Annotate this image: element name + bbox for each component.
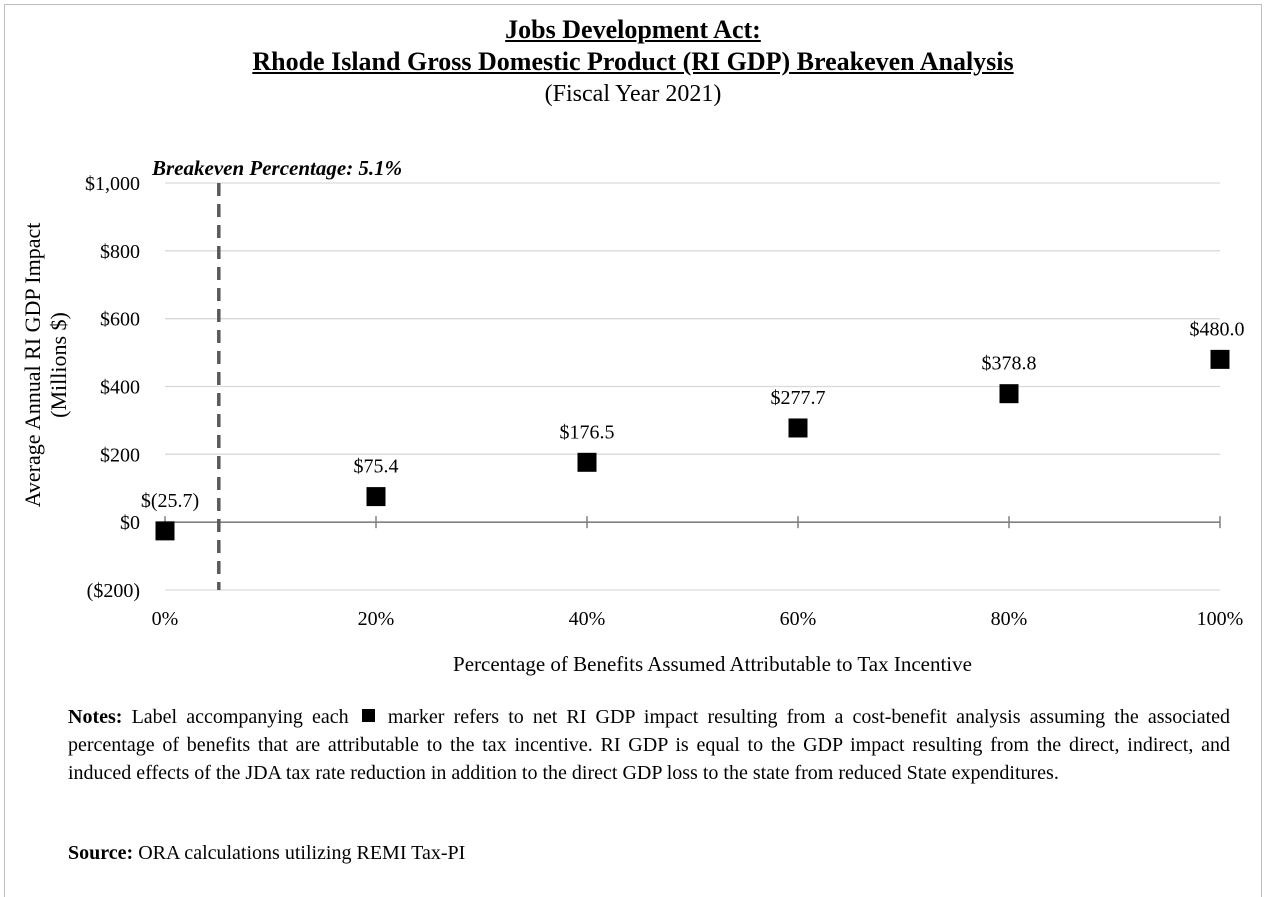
x-axis-title: Percentage of Benefits Assumed Attributa… bbox=[453, 652, 972, 676]
data-marker-0 bbox=[155, 521, 175, 541]
breakeven-label: Breakeven Percentage: 5.1% bbox=[151, 156, 402, 180]
y-tick-label-3: $400 bbox=[100, 377, 140, 399]
source-line: Source: ORA calculations utilizing REMI … bbox=[68, 839, 465, 867]
data-marker-4 bbox=[999, 384, 1019, 404]
data-marker-5 bbox=[1210, 349, 1230, 369]
data-label-3: $277.7 bbox=[771, 387, 826, 409]
figure-frame bbox=[4, 4, 1262, 897]
data-marker-2 bbox=[577, 452, 597, 472]
y-tick-label-1: $0 bbox=[120, 512, 140, 534]
chart-title-line-1: Jobs Development Act: bbox=[505, 15, 761, 44]
breakeven-scatter-chart: ($200) $0 $200 $400 $600 $800 $1,000 0% 20% 40% 60… bbox=[20, 156, 1245, 676]
notes-text-before-marker: Label accompanying each bbox=[131, 706, 349, 728]
source-label: Source: bbox=[68, 842, 134, 864]
source-text: ORA calculations utilizing REMI Tax-PI bbox=[138, 842, 466, 864]
chart-title-line-2: Rhode Island Gross Domestic Product (RI … bbox=[252, 47, 1014, 76]
x-tick-label-0: 0% bbox=[152, 608, 179, 630]
y-tick-label-2: $200 bbox=[100, 444, 140, 466]
x-tick-label-4: 80% bbox=[991, 608, 1028, 630]
data-label-4: $378.8 bbox=[982, 353, 1037, 375]
x-tick-label-5: 100% bbox=[1197, 608, 1244, 630]
y-tick-label-4: $600 bbox=[100, 309, 140, 331]
y-axis-title-line-1: Average Annual RI GDP Impact bbox=[20, 223, 45, 508]
y-tick-label-6: $1,000 bbox=[85, 173, 140, 195]
data-label-2: $176.5 bbox=[560, 421, 615, 443]
notes-paragraph: Notes: Label accompanying each marker re… bbox=[68, 703, 1230, 787]
notes-label: Notes: bbox=[68, 706, 123, 728]
data-marker-3 bbox=[788, 418, 808, 438]
y-tick-label-0: ($200) bbox=[87, 580, 140, 602]
chart-title-block: Jobs Development Act: Rhode Island Gross… bbox=[0, 14, 1266, 110]
square-marker-icon bbox=[361, 709, 375, 722]
y-axis-title-line-2: (Millions $) bbox=[46, 312, 71, 418]
chart-subtitle: (Fiscal Year 2021) bbox=[544, 81, 722, 107]
y-tick-label-5: $800 bbox=[100, 241, 140, 263]
notes-text-after-marker: marker refers to net RI GDP impact resul… bbox=[68, 706, 1231, 784]
data-label-5: $480.0 bbox=[1190, 318, 1245, 340]
x-tick-label-3: 60% bbox=[780, 608, 817, 630]
data-marker-1 bbox=[366, 487, 386, 507]
data-label-1: $75.4 bbox=[354, 456, 399, 478]
x-tick-label-2: 40% bbox=[569, 608, 606, 630]
data-label-0: $(25.7) bbox=[141, 490, 199, 512]
x-tick-label-1: 20% bbox=[358, 608, 395, 630]
